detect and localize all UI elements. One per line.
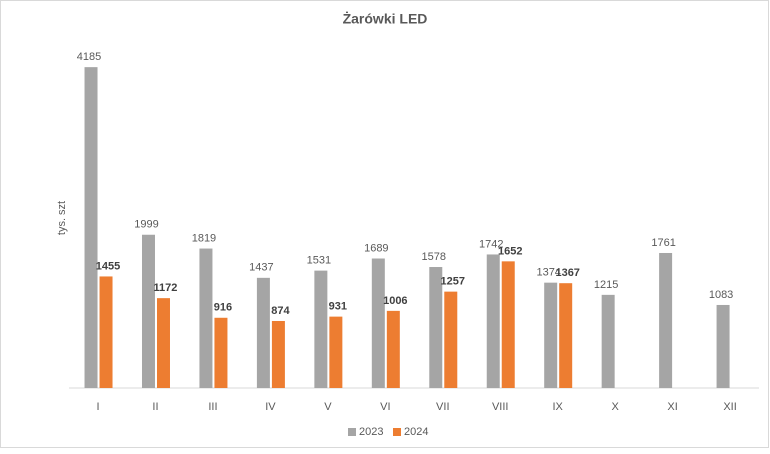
value-label: 1215 <box>594 279 618 291</box>
value-label: 1374 <box>536 267 560 279</box>
bar <box>256 277 270 388</box>
bar <box>84 67 98 389</box>
x-tick-label: III <box>208 401 217 413</box>
bar <box>601 294 615 388</box>
bar <box>486 254 500 388</box>
bar <box>386 310 400 388</box>
x-tick-label: X <box>611 401 619 413</box>
legend-label: 2023 <box>359 426 383 438</box>
bar <box>429 267 443 388</box>
bar <box>444 291 458 388</box>
bar <box>659 252 673 388</box>
x-tick-label: XI <box>667 401 677 413</box>
bar <box>371 258 385 388</box>
bar <box>314 270 328 388</box>
chart-title: Żarówki LED <box>343 11 428 27</box>
bar <box>559 283 573 388</box>
legend-marker <box>348 428 356 436</box>
y-axis-label: tys. szt <box>56 201 68 235</box>
value-label: 1367 <box>555 267 579 279</box>
bar <box>156 298 170 388</box>
value-label: 1999 <box>134 219 158 231</box>
legend-label: 2024 <box>404 426 428 438</box>
x-tick-label: VI <box>380 401 390 413</box>
bar <box>544 282 558 388</box>
x-tick-label: XII <box>723 401 736 413</box>
x-tick-label: V <box>324 401 332 413</box>
x-tick-label: I <box>96 401 99 413</box>
bar <box>329 316 343 388</box>
x-tick-label: VIII <box>492 401 509 413</box>
bar <box>199 248 213 388</box>
value-label: 4185 <box>77 51 101 63</box>
value-label: 1083 <box>709 289 733 301</box>
value-label: 1819 <box>192 232 216 244</box>
value-label: 1652 <box>498 245 522 257</box>
value-label: 1761 <box>651 237 675 249</box>
value-label: 1742 <box>479 238 503 250</box>
bar <box>716 304 730 388</box>
value-label: 1578 <box>422 251 446 263</box>
value-label: 1257 <box>441 276 465 288</box>
x-tick-label: IV <box>265 401 276 413</box>
bar <box>501 261 515 388</box>
value-label: 1437 <box>249 262 273 274</box>
legend-marker <box>393 428 401 436</box>
value-label: 874 <box>271 305 290 317</box>
x-tick-label: VII <box>436 401 449 413</box>
value-label: 1689 <box>364 242 388 254</box>
value-label: 1172 <box>154 282 178 294</box>
x-tick-label: IX <box>552 401 563 413</box>
value-label: 916 <box>214 302 232 314</box>
value-label: 1006 <box>383 295 407 307</box>
value-label: 1531 <box>307 255 331 267</box>
x-tick-label: II <box>152 401 158 413</box>
bar <box>271 320 285 388</box>
bar <box>99 276 113 388</box>
value-label: 931 <box>329 301 347 313</box>
bar <box>214 317 228 388</box>
bar <box>141 234 155 388</box>
value-label: 1455 <box>96 260 120 272</box>
